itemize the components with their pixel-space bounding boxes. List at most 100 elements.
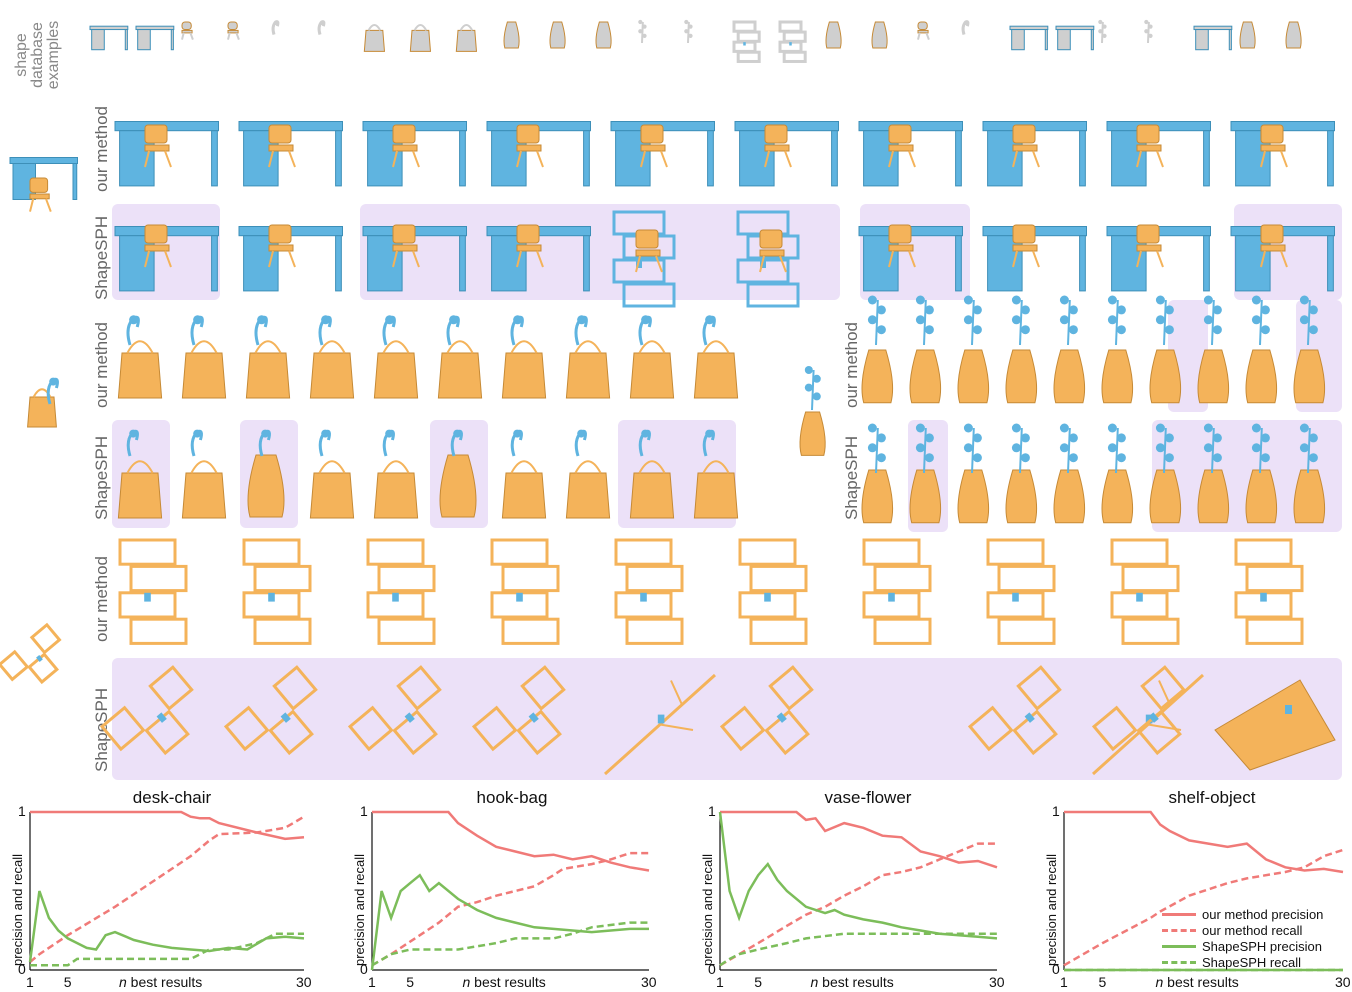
result-thumbnail <box>501 429 547 519</box>
result-thumbnail <box>114 121 219 187</box>
chart-title: desk-chair <box>132 788 212 807</box>
y-tick-label: 0 <box>18 961 26 977</box>
x-tick-label: 1 <box>368 974 376 990</box>
result-thumbnail <box>858 121 963 187</box>
result-thumbnail <box>1293 295 1326 404</box>
result-thumbnail <box>861 295 894 404</box>
result-thumbnail <box>114 224 219 292</box>
chart-xlabel: n best results <box>810 974 894 990</box>
result-thumbnail <box>909 295 942 404</box>
database-shape-thumbnail <box>638 19 647 44</box>
result-thumbnail <box>501 315 547 399</box>
database-shape-thumbnail <box>549 21 566 49</box>
x-tick-label: 5 <box>754 974 762 990</box>
database-shape-thumbnail <box>1239 21 1256 49</box>
result-thumbnail <box>967 665 1062 756</box>
x-tick-label: 1 <box>716 974 724 990</box>
thumbnail-grid <box>0 19 1336 776</box>
legend-item: ShapeSPH recall <box>1162 954 1323 970</box>
database-shape-thumbnail <box>825 21 842 49</box>
result-thumbnail <box>629 315 675 399</box>
series-line <box>1063 848 1344 967</box>
result-thumbnail <box>565 429 611 519</box>
result-thumbnail <box>471 665 566 756</box>
result-thumbnail <box>362 224 467 292</box>
legend-item: our method recall <box>1162 922 1323 938</box>
result-thumbnail <box>1106 224 1211 292</box>
database-shape-thumbnail <box>1055 25 1095 51</box>
result-thumbnail <box>181 315 227 399</box>
result-thumbnail <box>1091 665 1186 756</box>
result-thumbnail <box>1101 423 1134 524</box>
result-thumbnail <box>366 538 436 645</box>
x-tick-label: 1 <box>1060 974 1068 990</box>
result-thumbnail <box>1053 295 1086 404</box>
result-thumbnail <box>862 538 932 645</box>
database-shape-thumbnail <box>1285 21 1302 49</box>
result-thumbnail <box>982 224 1087 292</box>
database-shape-thumbnail <box>1193 25 1233 51</box>
series-line <box>30 932 304 967</box>
result-thumbnail <box>1245 295 1278 404</box>
database-shape-thumbnail <box>181 21 194 40</box>
query-desk-chair <box>9 157 78 212</box>
database-shape-thumbnail <box>595 21 612 49</box>
database-shape-thumbnail <box>684 19 693 44</box>
result-thumbnail <box>861 423 894 524</box>
y-tick-label: 0 <box>1052 961 1060 977</box>
result-thumbnail <box>309 429 355 519</box>
database-shape-thumbnail <box>1144 19 1153 44</box>
chart-title: hook-bag <box>476 788 548 807</box>
result-thumbnail <box>245 315 291 399</box>
database-shape-thumbnail <box>1009 25 1049 51</box>
chart-xlabel: n best results <box>1155 974 1239 990</box>
result-thumbnail <box>736 210 800 308</box>
result-thumbnail <box>99 665 194 756</box>
database-shape-thumbnail <box>227 21 240 40</box>
legend-label: ShapeSPH precision <box>1202 938 1322 954</box>
result-thumbnail <box>486 224 591 292</box>
result-thumbnail <box>486 121 591 187</box>
result-thumbnail <box>610 121 715 187</box>
result-thumbnail <box>1149 423 1182 524</box>
legend-label: our method precision <box>1202 906 1324 922</box>
x-tick-label: 30 <box>989 974 1005 990</box>
result-thumbnail <box>1053 423 1086 524</box>
highlight-band <box>112 658 1342 780</box>
result-thumbnail <box>1230 121 1335 187</box>
chart-xlabel: n best results <box>462 974 546 990</box>
result-thumbnail <box>612 210 676 308</box>
result-thumbnail <box>1005 295 1038 404</box>
result-thumbnail <box>439 429 477 518</box>
result-thumbnail <box>957 423 990 524</box>
result-thumbnail <box>1106 121 1211 187</box>
y-tick-label: 1 <box>1052 803 1060 819</box>
result-thumbnail <box>738 538 808 645</box>
query-shelf-object <box>0 622 62 685</box>
result-thumbnail <box>734 121 839 187</box>
query-hook-bag <box>27 377 59 428</box>
series-line <box>1064 810 1344 874</box>
result-thumbnail <box>1214 679 1336 771</box>
result-thumbnail <box>1197 295 1230 404</box>
result-thumbnail <box>309 315 355 399</box>
database-shape-thumbnail <box>317 20 326 36</box>
result-thumbnail <box>347 665 442 756</box>
series-line <box>29 815 305 964</box>
series-line <box>370 873 649 971</box>
result-thumbnail <box>629 429 675 519</box>
y-tick-label: 1 <box>18 803 26 819</box>
result-thumbnail <box>117 315 163 399</box>
result-thumbnail <box>181 429 227 519</box>
database-shape-thumbnail <box>89 25 129 51</box>
database-shape-thumbnail <box>871 21 888 49</box>
legend-item: our method precision <box>1162 906 1323 922</box>
result-thumbnail <box>1245 423 1278 524</box>
result-thumbnail <box>247 429 285 518</box>
x-tick-label: 30 <box>641 974 657 990</box>
result-thumbnail <box>238 224 343 292</box>
x-tick-label: 5 <box>1098 974 1107 990</box>
result-thumbnail <box>693 429 739 519</box>
